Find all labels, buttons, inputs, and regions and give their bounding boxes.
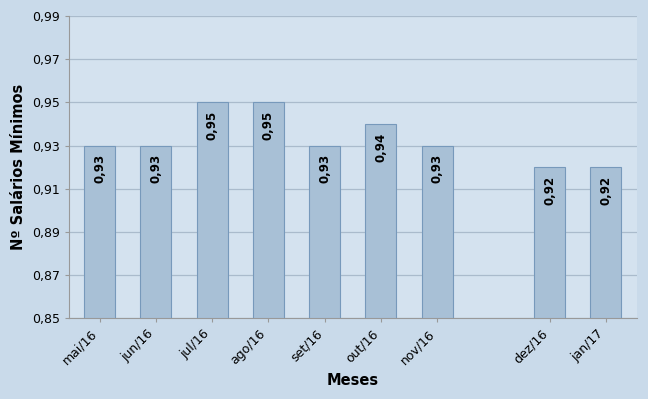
X-axis label: Meses: Meses: [327, 373, 379, 388]
Text: 0,93: 0,93: [150, 154, 163, 184]
Text: 0,93: 0,93: [93, 154, 106, 184]
Text: 0,93: 0,93: [318, 154, 331, 184]
Text: 0,93: 0,93: [431, 154, 444, 184]
Text: 0,95: 0,95: [262, 111, 275, 140]
Bar: [534, 167, 565, 318]
Text: 0,92: 0,92: [599, 176, 612, 205]
Bar: [253, 103, 284, 318]
Bar: [365, 124, 397, 318]
Bar: [84, 146, 115, 318]
Text: 0,94: 0,94: [375, 133, 388, 162]
Bar: [309, 146, 340, 318]
Text: 0,92: 0,92: [543, 176, 556, 205]
Text: 0,95: 0,95: [205, 111, 218, 140]
Bar: [590, 167, 621, 318]
Bar: [422, 146, 453, 318]
Bar: [141, 146, 171, 318]
Bar: [197, 103, 227, 318]
Y-axis label: Nº Salários Mínimos: Nº Salários Mínimos: [11, 84, 26, 251]
